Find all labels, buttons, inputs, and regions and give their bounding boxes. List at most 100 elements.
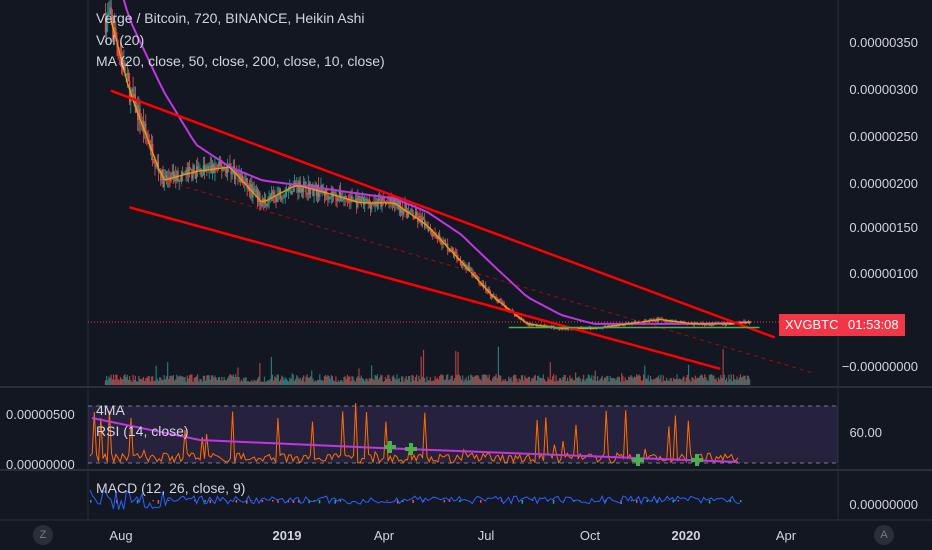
candle-body [254,191,256,193]
candle-body [199,168,201,170]
vol-indicator-label[interactable]: Vol (20) [96,32,145,48]
macd-histogram-bar [521,500,524,504]
volume-bar [161,379,163,385]
volume-bar [515,375,517,385]
candle-body [260,204,262,207]
candle-body [140,123,142,125]
volume-bar [162,380,164,385]
candle-body [362,196,365,206]
price-tick-5: 0.00000150 [849,220,918,235]
candle-body [307,183,309,195]
candle-body [536,325,539,327]
candle-body [539,324,541,326]
candle-body [376,204,379,206]
volume-bar [156,378,158,385]
volume-bar [730,374,732,385]
volume-bar [639,376,641,385]
volume-bar [275,377,277,385]
macd-histogram-bar [334,500,336,504]
candle-body [175,174,177,181]
ma4-label[interactable]: 4MA [96,402,125,418]
volume-bar [318,379,320,385]
volume-bar [451,375,453,385]
volume-bar [115,374,117,385]
macd-histogram-bar [636,500,638,503]
macd-histogram-bar [729,500,732,503]
volume-bar [335,376,337,385]
volume-bar [274,376,276,385]
volume-bar [670,378,672,385]
zoom-reset-button[interactable]: Z [33,525,53,545]
volume-bar [556,380,558,385]
volume-bar [486,375,488,385]
auto-scale-button[interactable]: A [874,525,894,545]
volume-bar [111,379,113,385]
macd-histogram-bar [209,500,212,504]
trendline-mid-dashed [163,179,815,374]
macd-label[interactable]: MACD (12, 26, close, 9) [96,480,246,496]
volume-bar [369,378,372,385]
volume-bar [222,380,224,385]
volume-bar [345,379,347,385]
volume-bar [117,379,119,385]
volume-bar [348,376,350,385]
volume-bar [198,381,200,385]
volume-bar [409,375,411,385]
volume-bar [406,379,408,385]
volume-bar [149,381,151,385]
volume-bar [270,356,272,385]
candle-body [185,169,187,174]
volume-bar [649,375,652,385]
volume-bar [426,376,428,385]
candle-body [195,166,198,179]
volume-bar [535,380,538,385]
volume-bar [119,376,122,385]
left-tick-000: 0.00000000 [6,457,75,472]
candle-body [392,198,395,205]
rsi-label[interactable]: RSI (14, close) [96,423,189,439]
volume-bar [407,376,410,385]
volume-bar [415,374,418,385]
volume-bar [656,377,659,385]
candle-body [299,181,301,193]
volume-bar [220,380,222,385]
ma-indicator-label[interactable]: MA (20, close, 50, close, 200, close, 10… [96,53,385,69]
candle-body [286,191,289,192]
volume-bar [144,380,146,385]
candle-body [493,294,495,297]
macd-layer [89,489,742,510]
volume-bar [676,374,678,385]
candle-body [167,177,169,180]
time-tick-2: 2019 [272,528,302,543]
volume-bar [297,376,299,385]
candle-body [198,169,200,171]
volume-bar [745,379,747,385]
candle-body [201,175,203,177]
volume-bar [545,381,547,385]
volume-bar [481,374,483,385]
ma4-line [91,417,739,463]
candle-body [342,198,344,201]
candle-body [290,185,292,194]
volume-bar [160,377,162,385]
volume-bar [315,381,317,385]
volume-bar [235,374,237,385]
volume-bar [228,376,230,385]
volume-bar [581,378,584,385]
volume-bar [483,374,486,385]
volume-bar [195,376,198,385]
volume-bar [404,378,406,385]
volume-bar [261,381,263,385]
volume-bar [740,377,743,385]
candle-body [409,210,411,212]
volume-bar [252,381,254,385]
volume-bar [440,374,442,385]
volume-bar [213,377,215,385]
volume-bar [667,380,669,385]
volume-bar [463,381,465,385]
volume-bar [604,377,607,385]
candle-body [284,194,286,197]
candle-body [127,73,130,82]
